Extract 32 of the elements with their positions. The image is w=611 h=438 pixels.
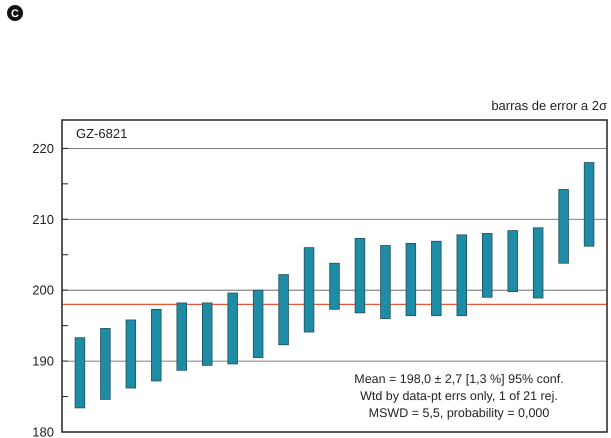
bar <box>100 328 111 400</box>
bar <box>252 290 264 358</box>
bar <box>532 227 544 298</box>
y-tick-label: 190 <box>32 354 54 369</box>
bar <box>227 292 238 364</box>
text: barras de error a 2σ <box>491 98 607 113</box>
bar <box>406 242 416 316</box>
bar <box>482 233 492 298</box>
bar <box>431 240 442 316</box>
annotation: MSWD = 5,5, probability = 0,000 <box>368 406 550 420</box>
annotation: Wtd by data-pt errs only, 1 of 21 rej. <box>360 389 558 404</box>
bar <box>74 337 86 408</box>
bar <box>380 245 391 319</box>
bar <box>507 230 518 292</box>
y-tick-label: 180 <box>32 424 54 438</box>
bar <box>202 302 212 366</box>
bar <box>278 274 289 346</box>
bar <box>456 234 468 316</box>
annotation: Mean = 198,0 ± 2,7 [1,3 %] 95% conf. <box>354 372 564 386</box>
bar <box>329 262 340 310</box>
bar <box>176 302 187 371</box>
bar <box>126 320 136 388</box>
bar <box>558 189 569 264</box>
bar <box>304 247 314 332</box>
annotation: GZ-6821 <box>76 126 128 141</box>
bar <box>151 308 162 382</box>
y-tick-label: 210 <box>32 212 54 227</box>
y-tick-label: 200 <box>32 282 54 298</box>
bar <box>584 162 594 247</box>
y-tick-label: 220 <box>32 140 54 156</box>
text: C <box>11 8 20 20</box>
bar <box>354 238 366 314</box>
